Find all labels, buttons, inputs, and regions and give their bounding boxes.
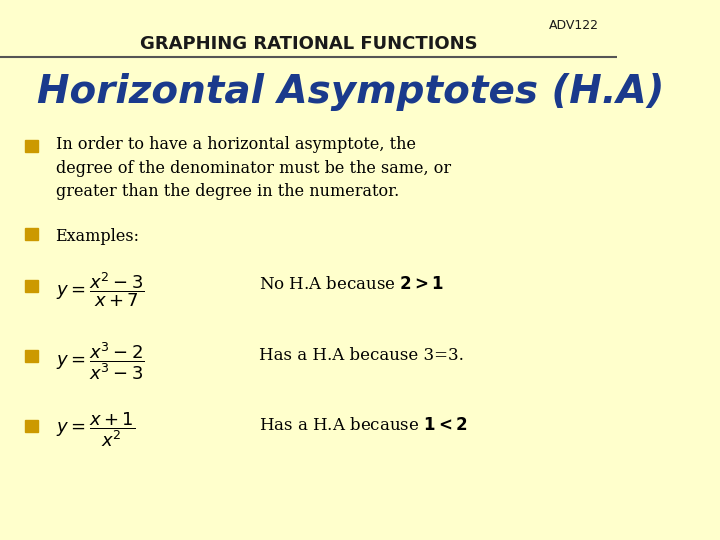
Text: Has a H.A because $\mathbf{1<2}$: Has a H.A because $\mathbf{1<2}$: [259, 417, 468, 434]
Text: No H.A because $\mathbf{2>1}$: No H.A because $\mathbf{2>1}$: [259, 276, 444, 293]
Bar: [24, 420, 38, 432]
Text: ADV122: ADV122: [549, 19, 598, 32]
Text: Horizontal Asymptotes (H.A): Horizontal Asymptotes (H.A): [37, 73, 665, 111]
Text: Examples:: Examples:: [55, 228, 140, 245]
Text: $y = \dfrac{x^3-2}{x^3-3}$: $y = \dfrac{x^3-2}{x^3-3}$: [55, 340, 144, 382]
Text: $y = \dfrac{x^2-3}{x+7}$: $y = \dfrac{x^2-3}{x+7}$: [55, 270, 144, 309]
Bar: [24, 228, 38, 240]
Bar: [24, 350, 38, 362]
Text: Has a H.A because 3=3.: Has a H.A because 3=3.: [259, 347, 464, 363]
Text: In order to have a horizontal asymptote, the
degree of the denominator must be t: In order to have a horizontal asymptote,…: [55, 136, 451, 200]
Bar: [24, 140, 38, 152]
Bar: [24, 280, 38, 292]
Text: GRAPHING RATIONAL FUNCTIONS: GRAPHING RATIONAL FUNCTIONS: [140, 35, 477, 53]
Text: $y = \dfrac{x+1}{x^2}$: $y = \dfrac{x+1}{x^2}$: [55, 410, 135, 449]
